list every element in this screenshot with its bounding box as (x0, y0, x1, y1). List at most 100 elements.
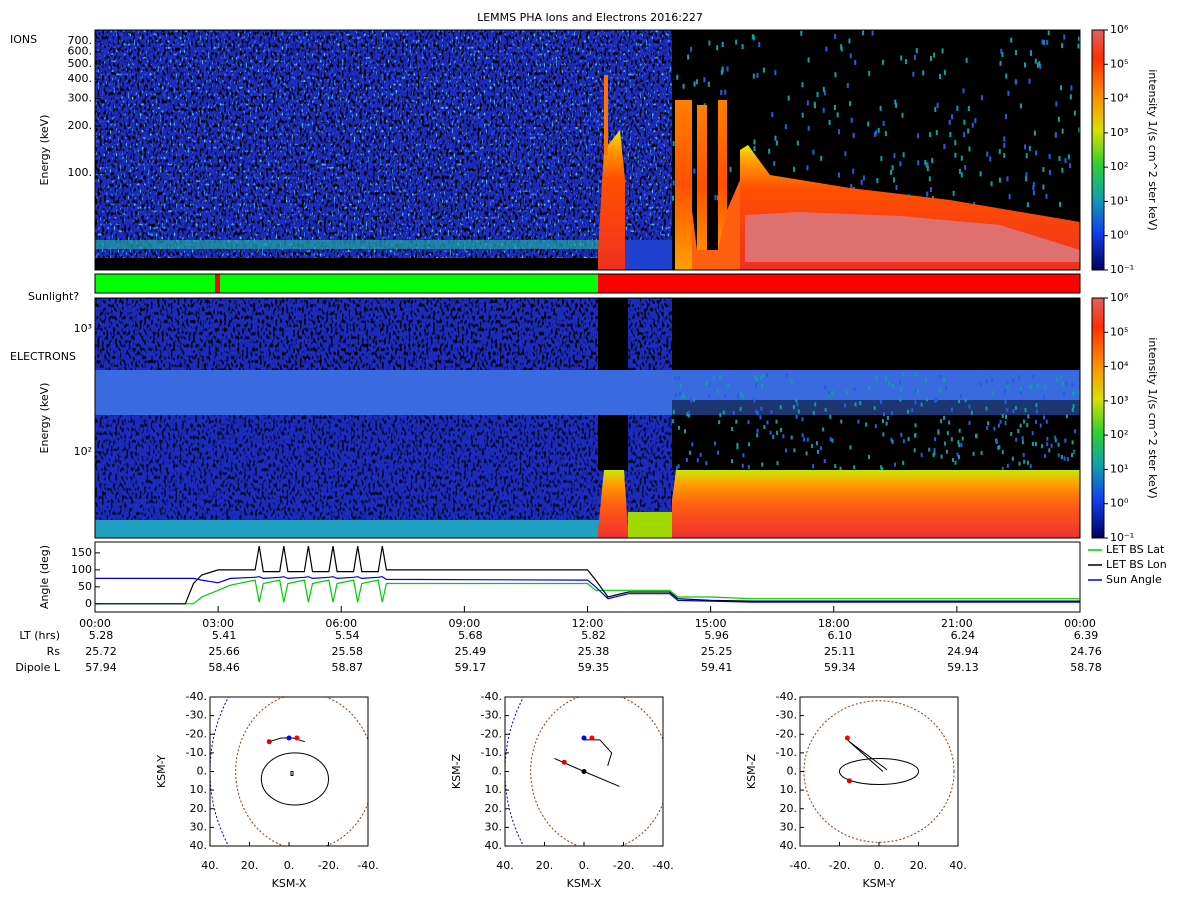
speckle (762, 373, 765, 378)
speckle (756, 411, 759, 416)
speckle (963, 132, 966, 138)
y-tick-label: -30. (481, 709, 502, 722)
speckle (747, 420, 750, 425)
speckle (941, 48, 944, 54)
speckle (836, 112, 839, 118)
y-tick-label: 30. (485, 820, 503, 833)
speckle (772, 434, 775, 439)
x-tick-label: -40. (357, 859, 378, 872)
speckle (943, 143, 946, 149)
speckle (1036, 62, 1039, 68)
speckle (853, 465, 856, 470)
speckle (776, 461, 779, 466)
speckle (867, 385, 870, 390)
speckle (1015, 79, 1018, 85)
speckle (686, 412, 689, 417)
speckle (1066, 457, 1069, 462)
speckle (937, 430, 940, 435)
speckle (1018, 461, 1021, 466)
speckle (812, 149, 815, 155)
speckle (1033, 130, 1036, 136)
speckle (1010, 432, 1013, 437)
speckle (820, 446, 823, 451)
speckle (902, 152, 905, 158)
speckle (846, 83, 849, 89)
speckle (980, 95, 983, 101)
speckle (943, 441, 946, 446)
speckle (837, 129, 840, 135)
colorbar-tick-label: 10⁰ (1110, 497, 1129, 510)
speckle (682, 83, 685, 89)
speckle (1026, 202, 1029, 208)
speckle (1026, 422, 1029, 427)
speckle (882, 120, 885, 126)
x-tick-label: 40. (496, 859, 514, 872)
speckle (785, 373, 788, 378)
speckle (1057, 442, 1060, 447)
speckle (775, 140, 778, 146)
speckle (1072, 391, 1075, 396)
speckle (901, 112, 904, 118)
speckle (990, 181, 993, 187)
speckle (1000, 48, 1003, 54)
speckle (832, 391, 835, 396)
speckle (740, 392, 743, 397)
speckle (1019, 103, 1022, 109)
ephemeris-value: 5.82 (581, 629, 606, 642)
x-tick-label: -20. (613, 859, 634, 872)
speckle (1055, 377, 1058, 382)
speckle (948, 119, 951, 125)
speckle (736, 442, 739, 447)
speckle (865, 422, 868, 427)
speckle (1044, 454, 1047, 459)
speckle (1077, 390, 1080, 395)
speckle (882, 432, 885, 437)
speckle (862, 175, 865, 181)
speckle (902, 439, 905, 444)
speckle (722, 410, 725, 415)
speckle (1024, 407, 1027, 412)
x-tick-label: 20. (536, 859, 554, 872)
speckle (967, 128, 970, 134)
speckle (730, 459, 733, 464)
speckle (839, 466, 842, 471)
speckle (782, 434, 785, 439)
orbit-marker (844, 735, 850, 741)
speckle (882, 412, 885, 417)
x-tick-label: 18:00 (818, 617, 850, 630)
speckle (951, 457, 954, 462)
speckle (773, 160, 776, 166)
speckle (807, 125, 810, 131)
speckle (793, 166, 796, 172)
speckle (1025, 176, 1028, 182)
speckle (714, 194, 717, 200)
speckle (1032, 190, 1035, 196)
speckle (1024, 62, 1027, 68)
speckle (676, 74, 679, 80)
speckle (907, 436, 910, 441)
ephemeris-value: 59.17 (455, 661, 487, 674)
speckle (1001, 450, 1004, 455)
speckle (972, 451, 975, 456)
ephemeris-value: 5.28 (89, 629, 114, 642)
colorbar (1091, 29, 1105, 271)
speckle (880, 156, 883, 162)
speckle (741, 463, 744, 468)
y-tick-label: 100 (71, 563, 92, 576)
speckle (916, 389, 919, 394)
speckle (920, 452, 923, 457)
speckle (708, 40, 711, 46)
speckle (979, 382, 982, 387)
speckle (881, 467, 884, 472)
speckle (1074, 429, 1077, 434)
speckle (1032, 185, 1035, 191)
speckle (933, 448, 936, 453)
speckle (895, 184, 898, 190)
speckle (848, 38, 851, 44)
speckle (758, 42, 761, 48)
speckle (893, 177, 896, 183)
row-label: LT (hrs) (19, 629, 60, 642)
speckle (822, 427, 825, 432)
y-tick-label: 300. (68, 92, 93, 105)
x-tick-label: 09:00 (449, 617, 481, 630)
